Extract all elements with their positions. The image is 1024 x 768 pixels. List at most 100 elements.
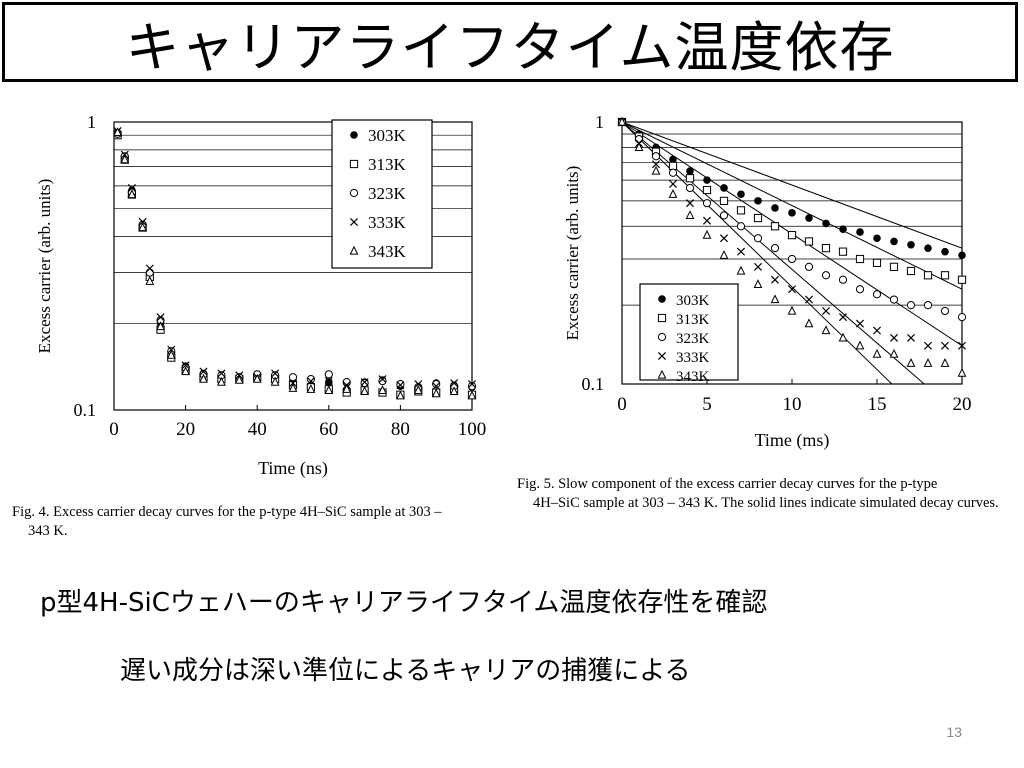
legend-marker xyxy=(349,245,359,255)
data-point xyxy=(252,373,262,383)
data-point xyxy=(906,266,916,276)
data-point xyxy=(719,250,729,259)
data-point xyxy=(821,306,831,315)
x-tick-label: 15 xyxy=(868,394,887,415)
data-point xyxy=(156,321,165,331)
data-point xyxy=(449,386,459,396)
data-point xyxy=(787,305,797,315)
data-point xyxy=(467,380,477,389)
data-point xyxy=(324,385,334,394)
data-point xyxy=(906,333,916,342)
data-point xyxy=(736,222,746,231)
data-point xyxy=(396,381,405,390)
data-point xyxy=(787,285,797,294)
data-point xyxy=(855,319,865,328)
data-point xyxy=(306,377,315,386)
legend-marker xyxy=(657,332,667,342)
data-point xyxy=(113,127,122,137)
data-point xyxy=(957,313,967,322)
data-point xyxy=(634,142,644,151)
body-line-2: 遅い成分は深い準位によるキャリアの捕獲による xyxy=(120,656,691,686)
data-point xyxy=(668,179,678,189)
data-point xyxy=(906,301,916,310)
fig4-caption: Fig. 4. Excess carrier decay curves for … xyxy=(12,503,517,541)
data-point xyxy=(685,174,695,183)
data-point xyxy=(753,213,763,223)
data-point xyxy=(872,326,882,335)
data-point xyxy=(924,244,932,252)
data-point xyxy=(685,199,695,208)
data-point xyxy=(396,380,405,389)
data-point xyxy=(166,349,176,359)
data-point xyxy=(288,383,298,392)
data-point xyxy=(872,290,882,299)
legend-marker xyxy=(349,217,359,227)
legend-marker xyxy=(657,351,667,361)
data-point xyxy=(787,231,797,240)
data-point xyxy=(821,271,831,280)
data-point xyxy=(770,294,780,304)
data-point xyxy=(703,176,711,184)
data-point xyxy=(855,285,865,294)
legend-marker xyxy=(350,131,358,139)
data-point xyxy=(770,244,780,253)
legend-marker xyxy=(349,159,359,169)
data-point xyxy=(754,197,762,205)
x-tick-label: 0 xyxy=(109,419,119,440)
x-tick-label: 60 xyxy=(319,419,338,440)
data-point xyxy=(770,222,780,231)
data-point xyxy=(378,385,387,394)
data-point xyxy=(907,240,915,249)
simulated-line xyxy=(622,122,962,249)
data-point xyxy=(923,341,933,350)
data-point xyxy=(217,369,226,378)
x-tick-label: 20 xyxy=(953,394,972,415)
data-point xyxy=(787,254,797,264)
legend-label: 343K xyxy=(676,369,710,385)
data-point xyxy=(167,345,176,354)
data-point xyxy=(414,380,423,389)
page-number: 13 xyxy=(946,724,962,740)
x-tick-label: 40 xyxy=(248,419,267,440)
data-point xyxy=(958,251,966,260)
x-axis-title: Time (ns) xyxy=(258,458,328,479)
data-point xyxy=(306,384,316,393)
data-point xyxy=(432,380,441,389)
data-point xyxy=(467,390,477,400)
data-point xyxy=(668,161,678,170)
legend-label: 303K xyxy=(676,293,710,309)
data-point xyxy=(804,318,814,328)
data-point xyxy=(753,262,763,271)
data-point xyxy=(378,376,387,386)
fig4-caption-head: Fig. 4. Excess carrier decay curves for … xyxy=(12,504,442,520)
legend-box xyxy=(639,283,739,381)
data-point xyxy=(216,376,226,386)
data-point xyxy=(685,183,695,193)
series-343K xyxy=(617,116,967,377)
data-point xyxy=(957,275,967,284)
data-point xyxy=(719,211,729,220)
data-point xyxy=(753,234,763,243)
data-point xyxy=(324,377,333,386)
data-point xyxy=(856,228,864,236)
data-point xyxy=(804,295,814,304)
data-point xyxy=(736,206,746,215)
data-point xyxy=(360,386,370,396)
data-point xyxy=(872,258,882,267)
data-point xyxy=(940,306,950,316)
data-point xyxy=(736,265,746,275)
x-tick-label: 100 xyxy=(458,419,487,440)
simulated-line xyxy=(622,122,962,290)
data-point xyxy=(702,199,712,208)
data-point xyxy=(360,378,369,387)
data-point xyxy=(719,196,729,205)
y-axis-title: Excess carrier (arb. units) xyxy=(563,166,582,341)
data-point xyxy=(634,135,644,144)
data-point xyxy=(873,234,881,243)
data-point xyxy=(181,361,190,370)
series-333K xyxy=(617,117,967,350)
series-343K xyxy=(113,127,477,400)
data-point xyxy=(923,358,933,367)
data-point xyxy=(138,217,147,226)
data-point xyxy=(822,219,830,228)
